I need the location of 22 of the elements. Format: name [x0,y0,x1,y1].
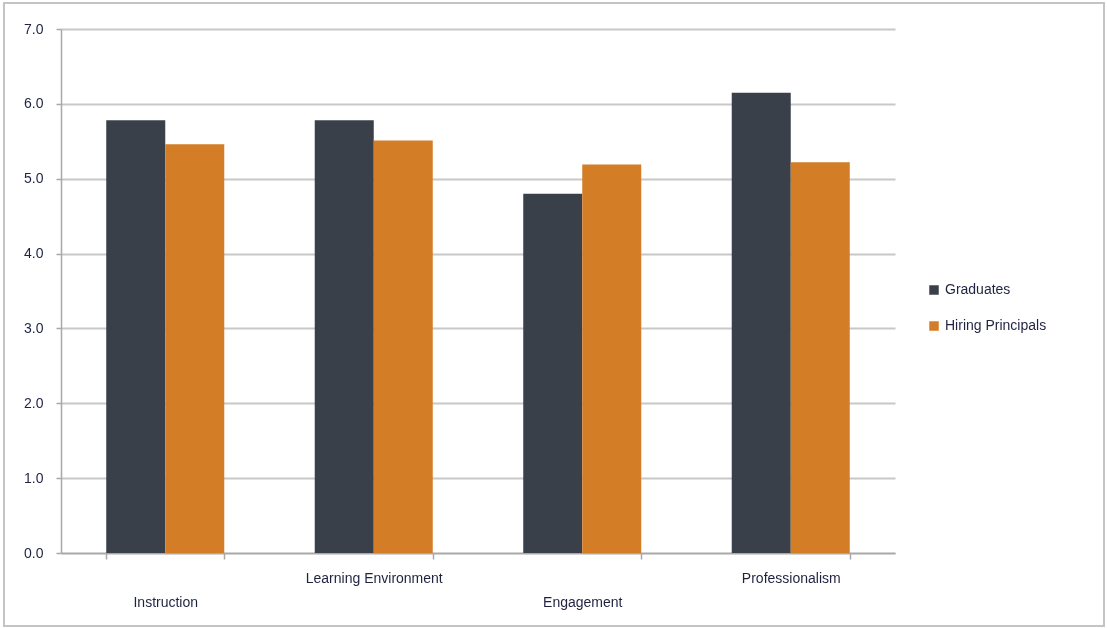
x-tick-label: Engagement [543,593,623,610]
bar [582,164,642,553]
bar [731,92,791,553]
bar [106,120,166,553]
bar [165,144,225,553]
x-tick-label: Professionalism [741,569,841,586]
legend-label: Hiring Principals [945,317,1047,333]
bar [314,120,374,553]
x-tick-label: Learning Environment [305,569,443,586]
y-tick-label: 1.0 [24,469,44,486]
y-tick-label: 6.0 [24,95,44,112]
bar [790,162,850,553]
legend-label: Graduates [945,281,1011,297]
y-tick-label: 0.0 [24,544,44,561]
y-tick-label: 7.0 [24,20,44,37]
y-tick-label: 2.0 [24,394,44,411]
y-tick-label: 5.0 [24,170,44,187]
y-tick-label: 4.0 [24,245,44,262]
x-tick-label: Instruction [133,593,199,610]
bar [523,193,583,553]
y-tick-label: 3.0 [24,319,44,336]
bar [373,140,433,553]
